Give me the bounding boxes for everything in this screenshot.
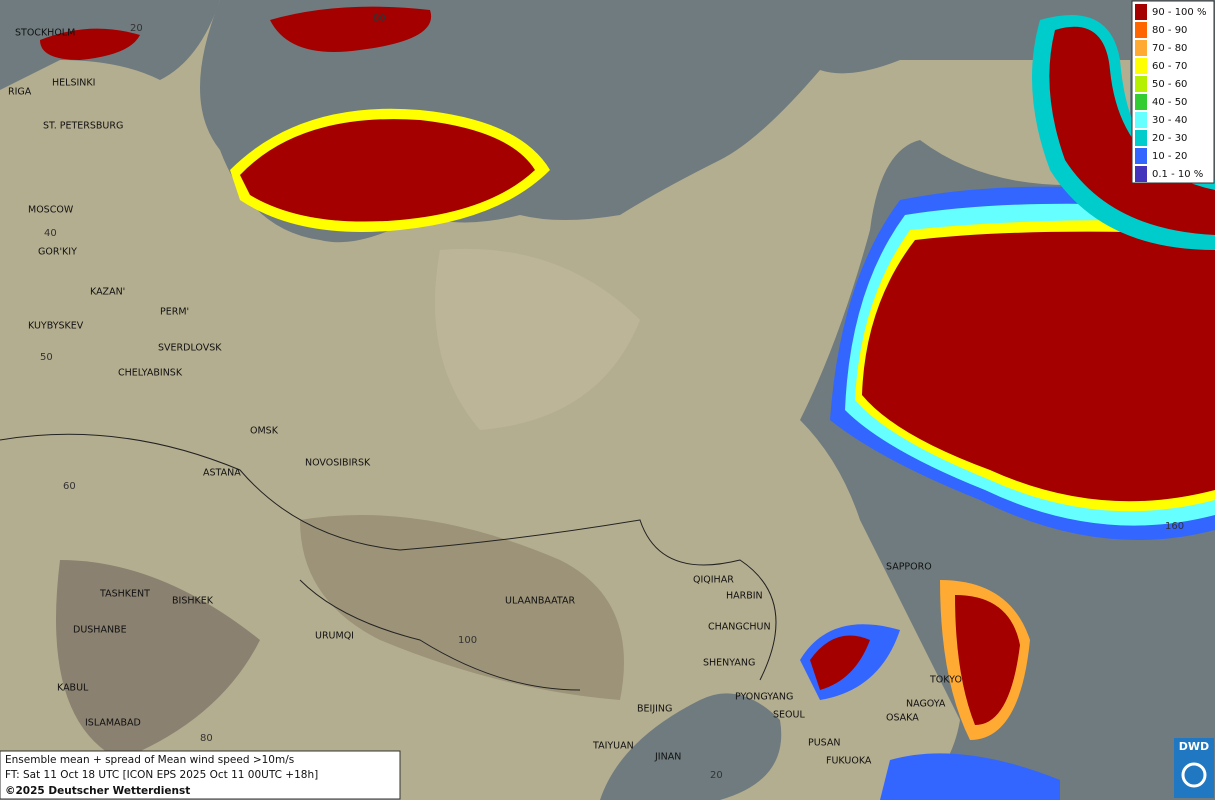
legend-label: 60 - 70 — [1152, 61, 1187, 72]
city-label: DUSHANBE — [73, 625, 127, 636]
city-label: CHELYABINSK — [118, 368, 183, 379]
graticule-label: 50 — [40, 352, 53, 363]
legend-label: 30 - 40 — [1152, 115, 1187, 126]
legend-label: 40 - 50 — [1152, 97, 1187, 108]
city-label: ISLAMABAD — [85, 718, 141, 729]
city-label: OMSK — [250, 426, 279, 437]
borders — [0, 433, 777, 691]
city-label: TOKYO — [929, 675, 962, 686]
city-label: URUMQI — [315, 631, 354, 642]
city-label: OSAKA — [886, 713, 919, 724]
legend-swatch — [1135, 76, 1147, 92]
legend-swatch — [1135, 22, 1147, 38]
legend-swatch — [1135, 112, 1147, 128]
city-label: JINAN — [654, 752, 681, 763]
city-label: BISHKEK — [172, 596, 214, 607]
city-label: TAIYUAN — [592, 741, 634, 752]
city-label: SVERDLOVSK — [158, 343, 222, 354]
graticule-label: 100 — [458, 635, 477, 646]
graticule-label: 80 — [200, 733, 213, 744]
legend-label: 20 - 30 — [1152, 133, 1187, 144]
legend-label: 80 - 90 — [1152, 25, 1187, 36]
city-label: PUSAN — [808, 738, 841, 749]
city-label: TASHKENT — [99, 589, 150, 600]
city-label: KUYBYSKEV — [28, 321, 84, 332]
legend-label: 70 - 80 — [1152, 43, 1187, 54]
terrain — [56, 560, 260, 760]
city-label: NAGOYA — [906, 699, 946, 710]
legend-label: 50 - 60 — [1152, 79, 1187, 90]
graticule-label: 60 — [63, 481, 76, 492]
caption-line: ©2025 Deutscher Wetterdienst — [5, 785, 190, 797]
caption-line: FT: Sat 11 Oct 18 UTC [ICON EPS 2025 Oct… — [5, 769, 318, 781]
city-label: SHENYANG — [703, 658, 755, 669]
legend-label: 10 - 20 — [1152, 151, 1187, 162]
graticule-label: 40 — [44, 228, 57, 239]
legend-label: 90 - 100 % — [1152, 7, 1206, 18]
graticule-label: 80 — [373, 13, 386, 24]
city-label: GOR'KIY — [38, 247, 77, 258]
logo-text: DWD — [1179, 740, 1209, 753]
legend-swatch — [1135, 4, 1147, 20]
city-label: HARBIN — [726, 591, 763, 602]
graticule-label: 20 — [710, 770, 723, 781]
city-label: SAPPORO — [886, 562, 932, 573]
yellow-sea — [600, 693, 782, 800]
legend-swatch — [1135, 40, 1147, 56]
legend-swatch — [1135, 148, 1147, 164]
caption-line: Ensemble mean + spread of Mean wind spee… — [5, 754, 294, 766]
graticule-label: 20 — [130, 23, 143, 34]
legend: 90 - 100 % 80 - 90 70 - 80 60 - 70 50 - 60 40… — [1135, 4, 1206, 182]
logo-icon — [1181, 762, 1207, 788]
city-label: KABUL — [57, 683, 89, 694]
city-label: SEOUL — [773, 710, 805, 721]
city-label: BEIJING — [637, 704, 672, 715]
city-label: HELSINKI — [52, 78, 95, 89]
legend-swatch — [1135, 94, 1147, 110]
city-label: FUKUOKA — [826, 756, 872, 767]
city-label: STOCKHOLM — [15, 28, 75, 39]
city-label: ASTANA — [203, 468, 241, 479]
legend-swatch — [1135, 58, 1147, 74]
graticule-label: 160 — [1165, 521, 1184, 532]
city-label: KAZAN' — [90, 287, 125, 298]
city-label: RIGA — [8, 87, 32, 98]
city-label: CHANGCHUN — [708, 622, 771, 633]
city-label: QIQIHAR — [693, 575, 734, 586]
city-label: ULAANBAATAR — [505, 596, 575, 607]
city-label: ST. PETERSBURG — [43, 121, 123, 132]
city-label: NOVOSIBIRSK — [305, 458, 371, 469]
city-label: PERM' — [160, 307, 189, 318]
city-label: MOSCOW — [28, 205, 74, 216]
terrain — [300, 515, 624, 700]
legend-label: 0.1 - 10 % — [1152, 169, 1203, 180]
terrain — [435, 248, 640, 430]
city-label: PYONGYANG — [735, 692, 793, 703]
logo-box — [1174, 738, 1214, 798]
legend-swatch — [1135, 130, 1147, 146]
legend-swatch — [1135, 166, 1147, 182]
caption-box — [0, 750, 401, 800]
